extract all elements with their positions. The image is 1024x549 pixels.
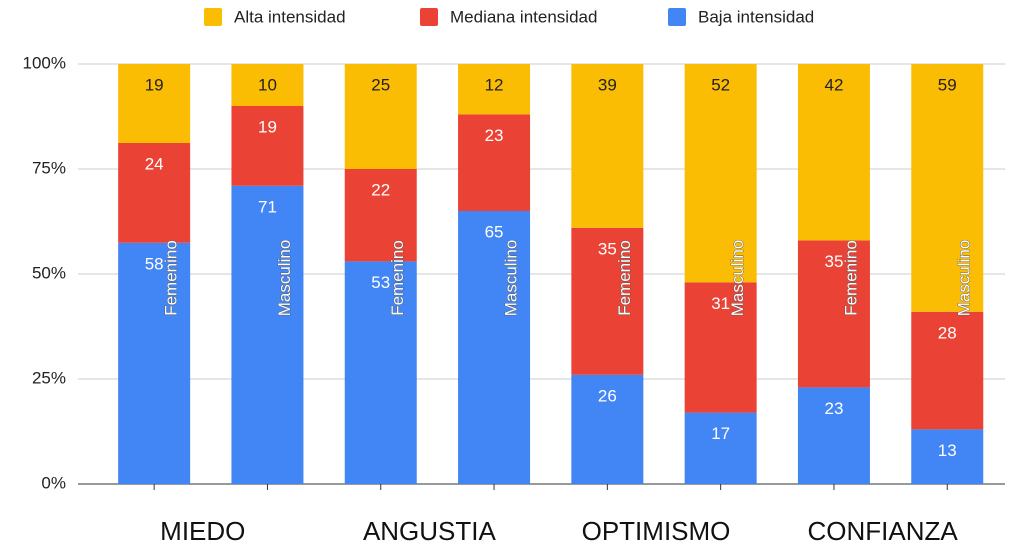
- bar-segment: [571, 64, 644, 228]
- x-tick-label: Masculino: [955, 240, 974, 317]
- group-label: OPTIMISMO: [582, 516, 731, 546]
- x-tick-label: Femenino: [162, 240, 181, 316]
- bar-segment: [684, 282, 757, 413]
- x-tick-label: Femenino: [615, 240, 634, 316]
- legend-label: Baja intensidad: [698, 7, 814, 26]
- value-label: 39: [598, 75, 617, 94]
- value-label: 22: [371, 180, 390, 199]
- legend-label: Alta intensidad: [234, 7, 346, 26]
- bar-segment: [231, 185, 304, 485]
- bar-segment: [344, 64, 417, 169]
- value-label: 19: [145, 75, 164, 94]
- value-label: 10: [258, 75, 277, 94]
- bar-segment: [458, 64, 531, 115]
- bar-segment: [797, 64, 870, 241]
- bar-segment: [797, 240, 870, 388]
- bar-segment: [344, 261, 417, 484]
- group-label: ANGUSTIA: [363, 516, 497, 546]
- y-tick-label: 100%: [23, 53, 66, 72]
- group-label: MIEDO: [160, 516, 245, 546]
- value-label: 13: [938, 441, 957, 460]
- value-label: 26: [598, 386, 617, 405]
- value-label: 58: [145, 254, 164, 273]
- y-tick-label: 50%: [32, 263, 66, 282]
- legend-swatch: [420, 8, 438, 26]
- x-tick-label: Masculino: [275, 240, 294, 317]
- value-label: 65: [485, 222, 504, 241]
- bar-segment: [911, 64, 984, 312]
- legend-swatch: [668, 8, 686, 26]
- x-tick-label: Masculino: [728, 240, 747, 317]
- value-label: 71: [258, 197, 277, 216]
- bar-segment: [911, 429, 984, 484]
- value-label: 23: [485, 126, 504, 145]
- x-tick-label: Femenino: [388, 240, 407, 316]
- value-label: 19: [258, 117, 277, 136]
- value-label: 25: [371, 75, 390, 94]
- value-label: 42: [824, 75, 843, 94]
- value-label: 24: [145, 154, 164, 173]
- bar-segment: [344, 169, 417, 262]
- bar-segment: [911, 311, 984, 430]
- bar-segment: [118, 242, 191, 484]
- legend-label: Mediana intensidad: [450, 7, 597, 26]
- value-label: 23: [824, 399, 843, 418]
- value-label: 31: [711, 294, 730, 313]
- y-tick-label: 75%: [32, 158, 66, 177]
- legend-swatch: [204, 8, 222, 26]
- value-label: 17: [711, 424, 730, 443]
- bar-segment: [231, 106, 304, 186]
- bar-segment: [118, 143, 191, 243]
- y-tick-label: 0%: [41, 473, 66, 492]
- bar-segment: [684, 64, 757, 283]
- bar-segment: [684, 412, 757, 484]
- bar-segment: [571, 374, 644, 484]
- group-label: CONFIANZA: [807, 516, 958, 546]
- value-label: 59: [938, 75, 957, 94]
- bar-segment: [458, 114, 531, 211]
- bar-segment: [458, 211, 531, 484]
- value-label: 35: [824, 252, 843, 271]
- value-label: 28: [938, 323, 957, 342]
- bar-segment: [571, 227, 644, 375]
- value-label: 52: [711, 75, 730, 94]
- value-label: 12: [485, 75, 504, 94]
- bar-segment: [231, 64, 304, 106]
- y-tick-label: 25%: [32, 368, 66, 387]
- value-label: 53: [371, 273, 390, 292]
- value-label: 35: [598, 239, 617, 258]
- bar-segment: [118, 64, 191, 144]
- x-tick-label: Masculino: [502, 240, 521, 317]
- x-tick-label: Femenino: [841, 240, 860, 316]
- bar-segment: [797, 387, 870, 484]
